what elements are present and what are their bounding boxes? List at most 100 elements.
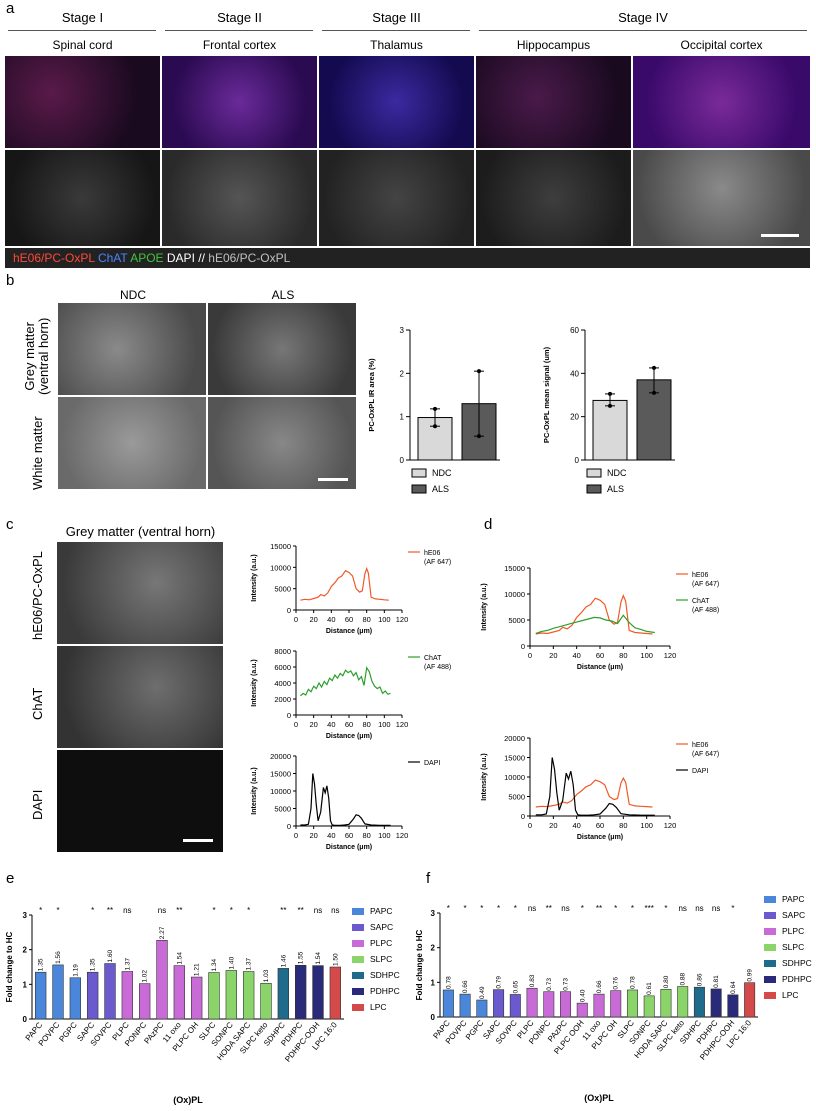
legend-label: SAPC [782,910,805,920]
y-tick-label: 5000 [508,616,525,625]
significance-label: ns [712,904,720,913]
x-tick-label: 80 [362,831,370,840]
row-label-white-matter: White matter [30,416,45,490]
y-tick-label: 10000 [270,563,291,572]
legend-label: ALS [607,484,624,494]
region-label: Spinal cord [52,38,113,52]
bar [277,968,290,1020]
panel-d-letter: d [484,516,493,533]
bar-value-label: 0.78 [445,976,452,989]
scale-bar [318,478,348,481]
micrograph-fluorescence [476,56,631,148]
bar-value-label: 0.99 [747,969,754,982]
bar [225,970,238,1020]
y-tick-label: 20000 [270,752,291,761]
bar [560,991,572,1018]
bar-value-label: 1.21 [194,963,201,976]
bar-value-label: 0.40 [579,989,586,1002]
significance-label: ns [528,904,536,913]
x-tick-label: 40 [327,720,335,729]
significance-label: * [731,904,734,913]
bar-value-label: 1.46 [280,954,287,967]
legend-label: PLPC [370,938,392,948]
x-tick-label: 100 [378,615,391,624]
stage-divider [479,30,807,31]
bar-value-label: 1.56 [55,951,62,964]
chart-c1: 0 5000 10000 15000 0 20 40 60 80 100 120 Distance (… [251,542,451,635]
micrograph-grey-als [208,303,356,395]
y-tick-label: 5000 [508,793,525,802]
y-tick-label: 20 [570,413,579,422]
bar [52,964,64,1020]
data-point [477,434,481,439]
legend-swatch [352,1004,364,1011]
bar [156,940,168,1020]
micrograph-he06 [57,542,223,644]
y-tick-label: 0 [287,606,291,615]
bar-value-label: 1.35 [38,958,45,971]
significance-label: *** [645,904,654,913]
significance-label: * [247,906,250,915]
micrograph-greyscale [633,150,810,246]
y-tick-label: 4000 [274,679,291,688]
y-tick-label: 15000 [270,770,291,779]
legend-label: NDC [432,468,452,478]
row-label-line: (ventral horn) [36,317,51,395]
x-tick-label: 100 [640,651,653,660]
bar [526,987,538,1018]
x-tick-label: 80 [362,615,370,624]
bar-value-label: 0.79 [496,976,503,989]
y-axis-label: Intensity (a.u.) [251,767,258,814]
bar [693,986,705,1018]
stage-divider [165,30,313,31]
bar [509,994,521,1018]
x-tick-label: 0 [294,720,298,729]
bar-value-label: 0.66 [596,980,603,993]
panel-f-letter: f [426,870,431,887]
significance-label: ns [123,906,131,915]
y-axis-label: Intensity (a.u.) [481,753,488,800]
legend-swatch [352,908,364,915]
legend-label: NDC [607,468,627,478]
legend-swatch [764,992,776,999]
x-tick-label: 0 [294,615,298,624]
legend-label: SDHPC [370,970,400,980]
micrograph-white-ndc [58,397,206,489]
x-tick-label: 0 [294,831,298,840]
legend-swatch [764,912,776,919]
panel-e-letter: e [6,870,15,887]
bar-value-label: 1.55 [298,951,305,964]
bar [626,989,638,1018]
x-tick-label: 120 [664,651,677,660]
y-tick-label: 40 [570,369,579,378]
legend-swatch [764,928,776,935]
bar [294,964,307,1020]
y-tick-label: 10000 [270,787,291,796]
micrograph-chat [57,646,223,748]
bar [543,991,555,1018]
chart-b2: 0 20 40 60 PC-OxPL mean signal (um) NDC ALS [542,326,675,494]
bar-value-label: 1.50 [332,953,339,966]
bar [592,399,628,461]
stage-label: Stage I [61,10,104,25]
micrograph-fluorescence [5,56,160,148]
data-point [433,424,437,429]
legend-label: SLPC [370,954,392,964]
y-tick-label: 0 [521,642,525,651]
x-tick-label: 60 [345,720,353,729]
x-tick-label: 100 [378,720,391,729]
legend-swatch [764,976,776,983]
x-tick-label: PGPC [57,1020,79,1043]
bar-value-label: 1.02 [142,970,149,983]
row-label-grey-matter: Grey matter (ventral horn) [22,317,51,395]
legend-swatch [586,468,602,478]
significance-label: ns [331,906,339,915]
y-tick-label: 3 [431,909,436,918]
micrograph-greyscale [319,150,474,246]
y-tick-label: 0 [23,1015,28,1024]
micrograph-fluorescence [633,56,810,148]
bar [190,976,203,1020]
bar [593,993,605,1018]
scale-bar [761,234,799,237]
